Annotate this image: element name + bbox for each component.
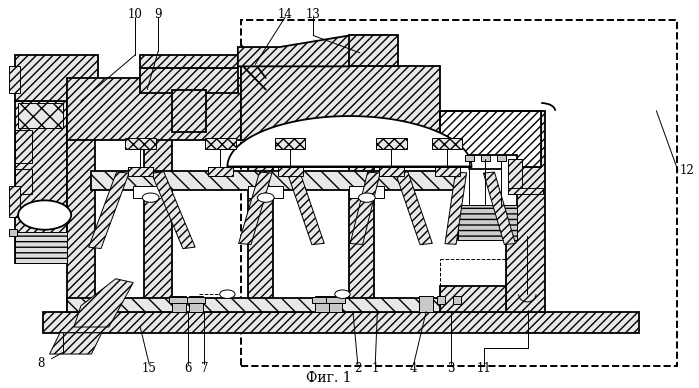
Bar xyxy=(458,205,517,240)
Bar xyxy=(241,20,677,365)
Circle shape xyxy=(359,193,375,202)
Bar xyxy=(140,68,238,94)
Bar xyxy=(144,138,171,312)
Text: 9: 9 xyxy=(154,8,162,21)
Bar xyxy=(440,111,541,167)
Circle shape xyxy=(257,193,274,202)
Bar xyxy=(376,138,407,149)
Bar xyxy=(15,55,99,101)
Bar xyxy=(506,111,545,312)
Bar xyxy=(248,186,283,197)
Bar xyxy=(440,111,541,167)
Text: 10: 10 xyxy=(128,8,143,21)
Bar xyxy=(125,138,156,149)
Text: 7: 7 xyxy=(201,362,208,375)
Bar xyxy=(241,66,440,140)
Bar xyxy=(128,167,153,177)
Bar xyxy=(171,90,206,132)
Polygon shape xyxy=(74,279,134,327)
Circle shape xyxy=(143,193,159,202)
Bar xyxy=(419,296,433,312)
Bar xyxy=(458,155,517,240)
Bar xyxy=(435,167,460,177)
Bar xyxy=(508,188,543,194)
Text: 15: 15 xyxy=(142,362,157,375)
Bar xyxy=(466,155,474,161)
Text: 8: 8 xyxy=(37,357,44,370)
Text: Фиг. 1: Фиг. 1 xyxy=(305,371,352,385)
Bar xyxy=(205,138,236,149)
Bar xyxy=(187,296,205,303)
Circle shape xyxy=(18,200,71,230)
Bar xyxy=(508,159,522,194)
Bar xyxy=(350,186,384,197)
Bar xyxy=(43,312,639,333)
Bar xyxy=(379,167,404,177)
Bar xyxy=(440,111,520,167)
Bar xyxy=(140,55,238,68)
Bar xyxy=(453,296,461,304)
Bar xyxy=(9,186,20,217)
Bar xyxy=(67,78,241,140)
Circle shape xyxy=(335,290,350,298)
Bar xyxy=(208,167,233,177)
Polygon shape xyxy=(227,116,472,167)
Bar xyxy=(15,101,67,263)
Bar xyxy=(134,186,168,197)
Bar xyxy=(248,138,273,312)
Polygon shape xyxy=(396,172,432,245)
Bar xyxy=(440,286,506,312)
Bar xyxy=(15,232,67,263)
Bar xyxy=(326,296,345,303)
Bar xyxy=(329,296,343,312)
Polygon shape xyxy=(484,172,515,244)
Polygon shape xyxy=(287,172,324,245)
Text: 4: 4 xyxy=(410,362,417,375)
Polygon shape xyxy=(350,172,380,244)
Bar xyxy=(350,165,374,312)
Bar xyxy=(437,296,445,304)
Text: 1: 1 xyxy=(372,362,379,375)
Bar xyxy=(497,155,505,161)
Polygon shape xyxy=(445,172,467,244)
Polygon shape xyxy=(152,172,195,249)
Bar xyxy=(189,296,203,312)
Bar xyxy=(482,155,489,161)
Bar xyxy=(432,138,463,149)
Text: 6: 6 xyxy=(184,362,192,375)
Text: 13: 13 xyxy=(305,8,321,21)
Bar xyxy=(169,296,187,303)
Bar xyxy=(350,35,398,66)
Bar xyxy=(9,66,20,94)
Bar xyxy=(278,167,303,177)
Bar xyxy=(312,296,331,303)
Circle shape xyxy=(219,290,235,298)
Text: 14: 14 xyxy=(278,8,293,21)
Bar xyxy=(9,229,17,236)
Bar xyxy=(171,296,185,312)
Polygon shape xyxy=(238,172,272,244)
Polygon shape xyxy=(50,333,102,354)
Bar xyxy=(15,169,32,194)
Polygon shape xyxy=(238,35,391,66)
Bar xyxy=(67,92,95,312)
Bar xyxy=(315,296,329,312)
Text: 11: 11 xyxy=(477,362,491,375)
Bar xyxy=(18,103,64,128)
Bar xyxy=(92,171,482,190)
Text: 12: 12 xyxy=(679,164,694,177)
Polygon shape xyxy=(89,172,129,249)
Bar xyxy=(67,298,482,312)
Bar xyxy=(275,138,305,149)
Text: 2: 2 xyxy=(354,362,361,375)
Text: 3: 3 xyxy=(447,362,454,375)
Bar xyxy=(15,130,32,163)
